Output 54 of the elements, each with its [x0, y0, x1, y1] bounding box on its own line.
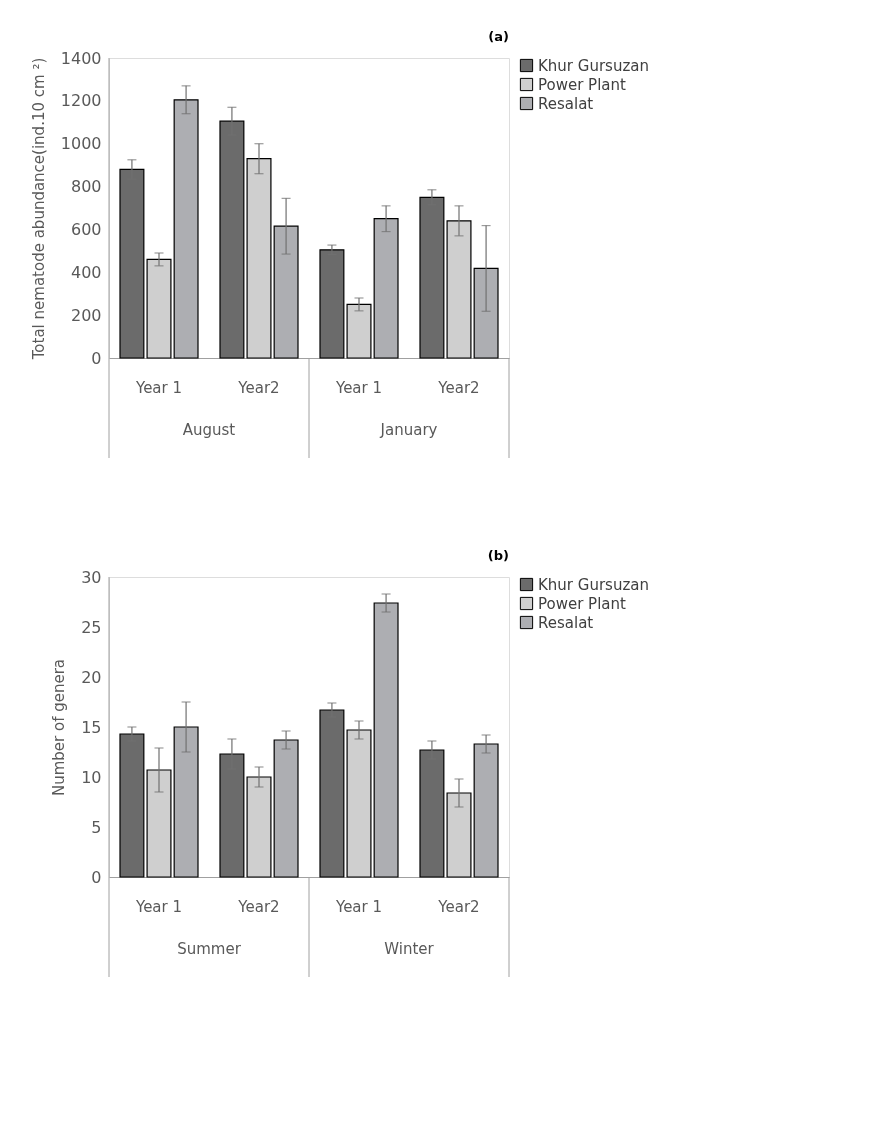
bar [173, 99, 199, 359]
chart-title: (b) [487, 548, 509, 563]
x-tick-label: Year 1 [134, 378, 183, 397]
y-tick-label: 20 [81, 667, 102, 687]
legend-label: Power Plant [538, 594, 627, 613]
y-tick-label: 1000 [60, 134, 102, 154]
legend-label: Khur Gursuzan [538, 56, 649, 75]
bar [173, 726, 199, 878]
text: Winter [384, 940, 435, 958]
legend-label: Power Plant [538, 75, 627, 94]
legend-label: Khur Gursuzan [538, 575, 649, 594]
y-tick-label: 400 [70, 262, 102, 282]
x-tick-label: Year2 [237, 378, 280, 397]
y-tick-label: 30 [81, 567, 102, 587]
y-tick-label: 10 [81, 767, 102, 787]
bar [473, 267, 499, 359]
text: January [379, 421, 438, 439]
bar [246, 776, 272, 878]
bar [273, 739, 299, 878]
bar [446, 220, 472, 359]
y-tick-label: 800 [70, 177, 102, 197]
chart-title: (a) [488, 29, 509, 44]
x-tick-label: Year2 [237, 897, 280, 916]
legend-label: Resalat [538, 613, 594, 632]
x-tick-label: Year 1 [334, 378, 383, 397]
bar [319, 249, 345, 359]
y-tick-label: 1400 [60, 48, 102, 68]
bar [373, 218, 399, 359]
y-tick-label: 200 [70, 305, 102, 325]
y-tick-label: 15 [81, 717, 102, 737]
bar [373, 602, 399, 878]
y-tick-label: 5 [91, 817, 102, 837]
y-tick-label: 25 [81, 617, 102, 637]
x-tick-label: Year2 [437, 897, 480, 916]
text: August [182, 421, 236, 439]
x-tick-label: Year 1 [334, 897, 383, 916]
bar [246, 158, 272, 359]
text: Summer [177, 940, 242, 958]
bar [346, 729, 372, 878]
y-tick-label: 600 [70, 219, 102, 239]
y-tick-label: 0 [91, 867, 102, 887]
x-tick-label: Year2 [437, 378, 480, 397]
bar [146, 769, 172, 878]
x-tick-label: Year 1 [134, 897, 183, 916]
bar [146, 258, 172, 359]
y-tick-label: 1200 [60, 91, 102, 111]
y-axis-title: Number of genera [50, 658, 69, 797]
bar [273, 225, 299, 359]
y-axis-title: Total nematode abundance(ind.10 cm ²) [29, 57, 48, 361]
bar [473, 743, 499, 878]
bar [346, 303, 372, 359]
y-tick-label: 0 [91, 348, 102, 368]
bar [446, 792, 472, 878]
legend-label: Resalat [538, 94, 594, 113]
